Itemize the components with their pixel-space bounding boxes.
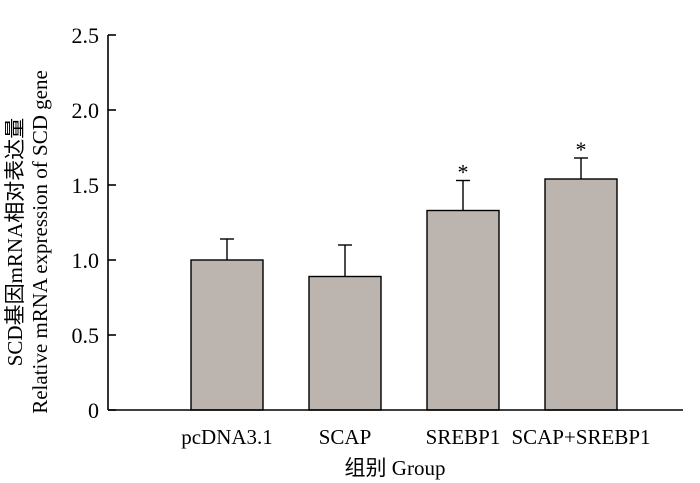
axes-layer <box>107 35 683 411</box>
y-ticks-layer: 0 0.5 1.0 1.5 2.0 2.5 <box>72 23 116 423</box>
y-axis-title-line1-group: SCD基因mRNA相对表达量 <box>3 118 27 367</box>
x-category-label: SCAP <box>319 425 372 449</box>
y-tick-label: 0 <box>88 398 99 423</box>
x-category-label: pcDNA3.1 <box>181 425 273 449</box>
x-category-label: SREBP1 <box>426 425 501 449</box>
y-axis-title-line1: SCD基因mRNA相对表达量 <box>3 118 27 367</box>
y-axis-title-line2: Relative mRNA expression of SCD gene <box>28 70 52 414</box>
bar-scap-srebp1 <box>544 178 618 411</box>
x-category-label: SCAP+SREBP1 <box>511 425 650 449</box>
x-axis-title: 组别 Group <box>345 456 446 480</box>
y-tick-label: 0.5 <box>72 323 100 348</box>
y-tick-label: 2.0 <box>72 98 100 123</box>
bars-layer <box>190 178 618 411</box>
significance-marker: * <box>576 137 587 162</box>
bar-srebp1 <box>426 209 500 411</box>
bar-pcdna3-1 <box>190 259 264 411</box>
y-tick-label: 1.5 <box>72 173 100 198</box>
y-tick-label: 1.0 <box>72 248 100 273</box>
bar-scap <box>308 275 382 411</box>
error-bars-layer <box>220 157 588 277</box>
y-axis-title-line2-group: Relative mRNA expression of SCD gene <box>28 70 52 414</box>
y-tick-label: 2.5 <box>72 23 100 48</box>
x-categories-layer: pcDNA3.1 SCAP SREBP1 SCAP+SREBP1 <box>181 425 650 449</box>
significance-layer: ** <box>458 137 587 185</box>
significance-marker: * <box>458 160 469 185</box>
